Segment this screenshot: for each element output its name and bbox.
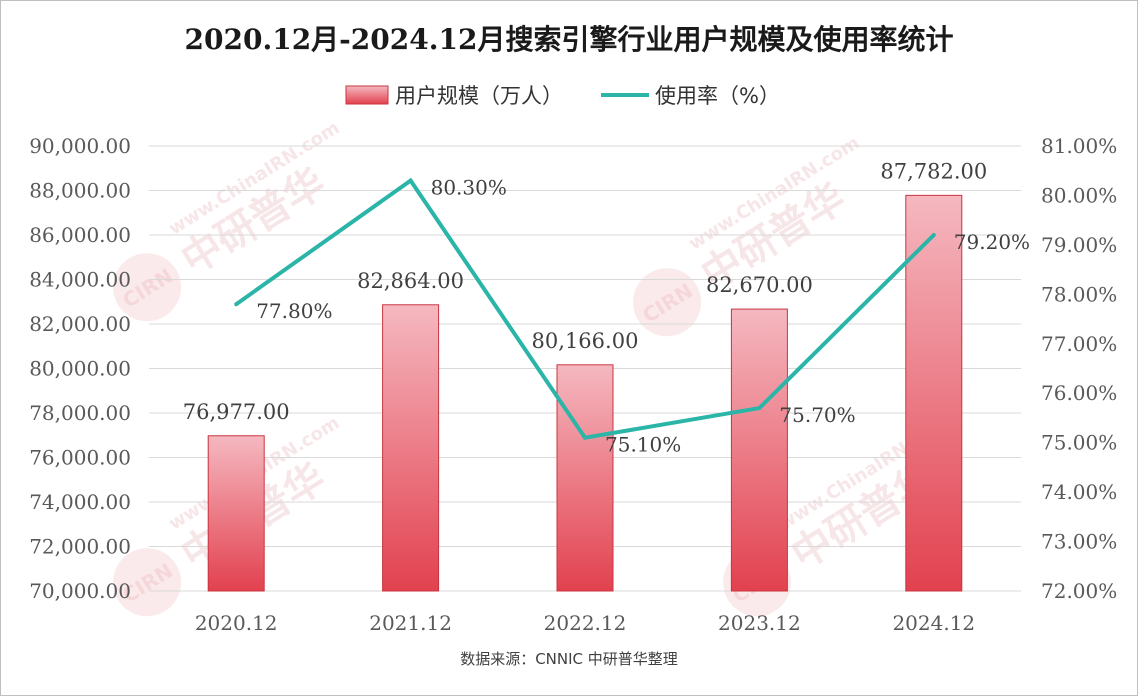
x-tick-label: 2023.12 <box>718 611 801 635</box>
right-tick-label: 80.00% <box>1041 183 1117 207</box>
right-tick-label: 81.00% <box>1041 134 1117 158</box>
left-tick-label: 86,000.00 <box>29 223 131 247</box>
line-data-label: 80.30% <box>431 176 507 200</box>
x-axis-ticks: 2020.12 2021.12 2022.12 2023.12 2024.12 <box>195 611 975 635</box>
right-tick-label: 72.00% <box>1041 579 1117 603</box>
left-tick-label: 90,000.00 <box>29 134 131 158</box>
right-tick-label: 78.00% <box>1041 282 1117 306</box>
bar <box>905 194 963 592</box>
source-note: 数据来源：CNNIC 中研普华整理 <box>460 650 678 668</box>
right-tick-label: 73.00% <box>1041 530 1117 554</box>
bar <box>556 364 614 592</box>
right-tick-label: 75.00% <box>1041 431 1117 455</box>
bar-data-label: 76,977.00 <box>183 400 290 424</box>
x-tick-label: 2024.12 <box>892 611 975 635</box>
line-data-label: 77.80% <box>256 299 332 323</box>
right-axis-ticks: 81.00% 80.00% 79.00% 78.00% 77.00% 76.00% 75.0… <box>1041 134 1117 603</box>
legend-label-bars: 用户规模（万人） <box>395 84 563 108</box>
legend-swatch-bars <box>345 85 389 105</box>
x-tick-label: 2020.12 <box>195 611 278 635</box>
line-data-label: 79.20% <box>954 230 1030 254</box>
line-point <box>234 302 239 307</box>
legend-label-line: 使用率（%） <box>655 84 780 108</box>
chart-title: 2020.12月-2024.12月搜索引擎行业用户规模及使用率统计 <box>185 23 954 56</box>
left-tick-label: 84,000.00 <box>29 268 131 292</box>
left-tick-label: 70,000.00 <box>29 579 131 603</box>
bar-data-label: 80,166.00 <box>532 329 639 353</box>
legend: 用户规模（万人） 使用率（%） <box>345 84 780 108</box>
bar <box>730 308 788 592</box>
bar <box>382 304 440 592</box>
left-tick-label: 78,000.00 <box>29 401 131 425</box>
bar-data-label: 82,670.00 <box>706 273 813 297</box>
left-tick-label: 80,000.00 <box>29 357 131 381</box>
right-tick-label: 79.00% <box>1041 233 1117 257</box>
line-point <box>931 233 936 237</box>
bar <box>207 435 265 592</box>
right-tick-label: 76.00% <box>1041 381 1117 405</box>
left-tick-label: 72,000.00 <box>29 535 131 559</box>
line-point <box>408 178 413 183</box>
line-data-label: 75.70% <box>779 403 855 427</box>
left-tick-label: 74,000.00 <box>29 490 131 514</box>
watermark-logo-circle <box>633 268 702 337</box>
watermark-logo-circle <box>113 548 182 617</box>
bar-data-label: 87,782.00 <box>880 159 987 183</box>
left-axis-ticks: 90,000.00 88,000.00 86,000.00 84,000.00 82,0… <box>29 134 131 603</box>
x-tick-label: 2022.12 <box>544 611 627 635</box>
right-tick-label: 77.00% <box>1041 332 1117 356</box>
watermark-logo-circle <box>113 253 182 322</box>
right-tick-label: 74.00% <box>1041 480 1117 504</box>
line-point <box>583 435 587 440</box>
bar-data-label: 82,864.00 <box>357 269 464 293</box>
left-tick-label: 82,000.00 <box>29 312 131 336</box>
line-point <box>757 406 762 411</box>
line-series: 77.80% 80.30% 75.10% 75.70% 79.20% <box>234 176 1030 457</box>
left-tick-label: 88,000.00 <box>29 179 131 203</box>
bar-series: 76,977.00 82,864.00 80,166.00 82,670.00 87,7… <box>183 159 987 592</box>
left-tick-label: 76,000.00 <box>29 446 131 470</box>
x-tick-label: 2021.12 <box>369 611 452 635</box>
line-data-label: 75.10% <box>605 433 681 457</box>
